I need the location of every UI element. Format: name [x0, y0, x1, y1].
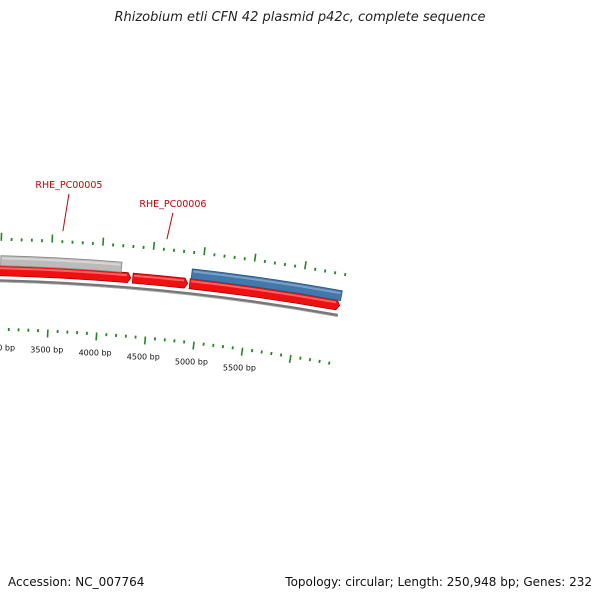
- callout-leader: [62, 193, 70, 232]
- gene-label: RHE_PC00006: [139, 199, 206, 210]
- outer-tick: [324, 269, 327, 273]
- gene-label: RHE_PC00005: [35, 180, 102, 191]
- outer-tick: [293, 264, 297, 268]
- outer-tick: [263, 259, 266, 264]
- outer-tick: [102, 237, 105, 246]
- scale-label: 3500 bp: [30, 346, 63, 355]
- inner-tick: [192, 341, 195, 350]
- scale-label: 4000 bp: [79, 348, 112, 357]
- gene-shine: [133, 274, 185, 282]
- inner-tick: [318, 359, 321, 364]
- gene-shine: [0, 267, 128, 277]
- backbone-track: [0, 279, 339, 317]
- outer-tick: [283, 262, 287, 267]
- gene-track: [0, 255, 343, 311]
- inner-tick: [308, 358, 312, 362]
- inner-tick: [299, 356, 302, 360]
- scale-label: 5500 bp: [223, 364, 256, 373]
- outer-tick: [253, 253, 257, 262]
- inner-tick: [270, 351, 273, 356]
- inner-tick: [279, 353, 283, 357]
- backbone-line: [0, 279, 339, 317]
- inner-tick: [95, 332, 98, 341]
- backbone-highlight: [0, 281, 338, 317]
- outer-tick-ring: [0, 232, 347, 277]
- outer-tick: [152, 241, 156, 250]
- callout-leader: [166, 212, 174, 240]
- gene-shine: [190, 280, 337, 304]
- map-title: Rhizobium etli CFN 42 plasmid p42c, comp…: [114, 10, 486, 25]
- outer-tick: [334, 271, 337, 275]
- inner-tick: [288, 354, 292, 364]
- scale-label: 3000 bp: [0, 344, 15, 353]
- topology-summary: Topology: circular; Length: 250,948 bp; …: [285, 575, 592, 589]
- outer-tick: [304, 261, 307, 270]
- inner-tick: [328, 361, 331, 365]
- inner-tick-ring: [7, 327, 331, 365]
- gene-shine: [192, 270, 341, 295]
- scale-label: 5000 bp: [175, 357, 208, 366]
- outer-tick: [344, 272, 347, 277]
- inner-tick: [143, 336, 147, 345]
- inner-tick: [240, 347, 244, 356]
- outer-tick: [314, 267, 317, 271]
- scale-label: 4500 bp: [127, 352, 160, 361]
- outer-tick: [203, 247, 206, 256]
- accession-text: Accession: NC_007764: [8, 575, 145, 589]
- gene-shine: [1, 257, 121, 266]
